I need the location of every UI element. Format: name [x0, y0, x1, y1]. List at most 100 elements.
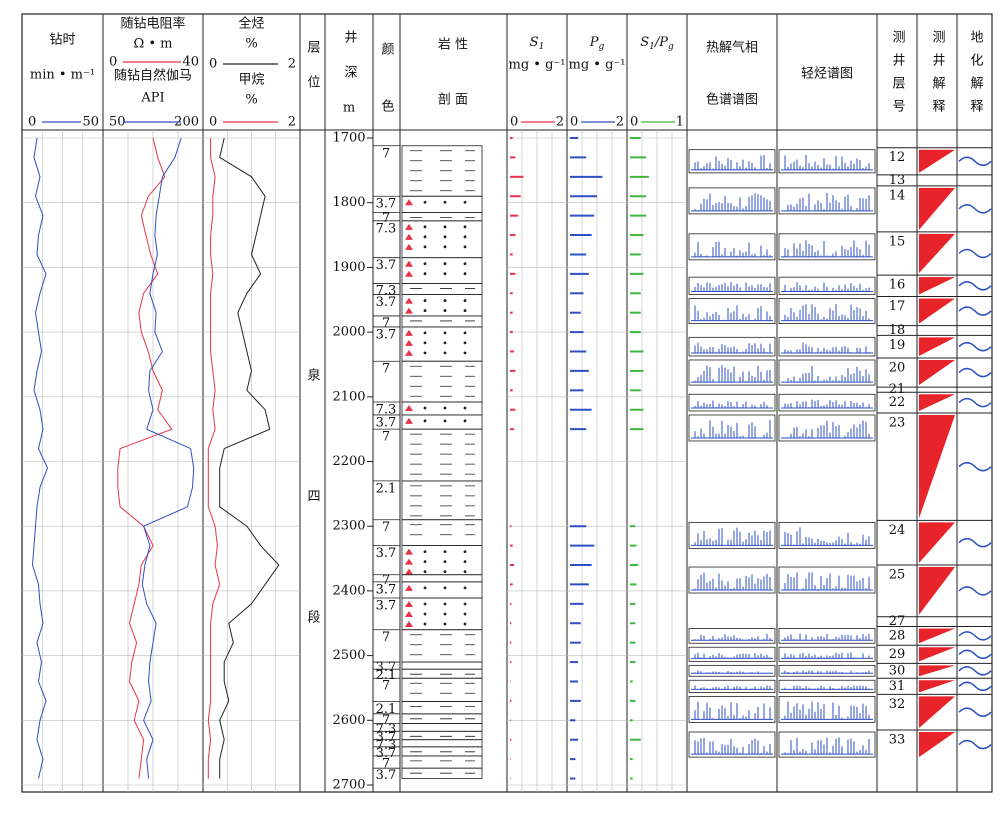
- lithology-block: [401, 574, 483, 583]
- layer-number: 12: [889, 150, 906, 165]
- track-symbol: S1/Pg: [640, 35, 674, 52]
- color-code: 3.7: [376, 295, 397, 310]
- geochem-symbol: [958, 681, 992, 692]
- scale-min: 0: [209, 115, 217, 130]
- header-label: 全烃: [238, 16, 264, 32]
- y-tick-label: 2300: [332, 519, 365, 534]
- interpretation-symbol: [919, 680, 955, 693]
- interpretation-symbol: [919, 233, 955, 274]
- spectrum-box: [688, 414, 776, 442]
- y-tick-label: 1800: [332, 195, 365, 210]
- spectrum-box: [688, 628, 776, 644]
- scale-max: 2: [616, 115, 624, 130]
- spectrum-box: [688, 187, 776, 215]
- spectrum-peaks: [691, 193, 773, 212]
- geochem-symbol: [958, 341, 992, 352]
- interpretation-symbol: [919, 394, 955, 411]
- interpretation-symbol: [919, 628, 955, 644]
- interpretation-symbol: [919, 187, 955, 230]
- spectrum-box: [778, 298, 876, 325]
- sand-symbol: [405, 601, 413, 608]
- spectrum-peaks: [781, 633, 873, 641]
- sand-dot: [423, 419, 427, 423]
- sand-symbol: [405, 307, 413, 314]
- spectrum-peaks: [781, 670, 873, 674]
- scale-min: 0: [28, 115, 36, 130]
- spectrum-peaks: [691, 342, 773, 354]
- layer-number: 31: [889, 679, 906, 694]
- lithology-block: [401, 315, 483, 328]
- subscript: g: [668, 42, 674, 52]
- spectrum-peaks: [781, 685, 873, 690]
- sand-dot: [443, 341, 447, 345]
- sand-symbol: [405, 233, 413, 240]
- sand-dot: [443, 560, 447, 564]
- spectrum-box: [688, 696, 776, 723]
- color-code: 7.3: [376, 738, 397, 753]
- sand-dot: [423, 262, 427, 266]
- header-label: 钻时: [49, 33, 75, 48]
- lithology-block: [401, 414, 483, 430]
- sand-symbol: [405, 621, 413, 628]
- spectrum-peaks: [691, 155, 773, 171]
- scale-min: 0: [510, 115, 518, 130]
- sand-symbol: [405, 223, 413, 230]
- sand-symbol: [405, 270, 413, 277]
- lithology-block: [401, 677, 483, 702]
- spectrum-peaks: [691, 527, 773, 546]
- spectrum-box: [688, 276, 776, 295]
- sand-dot: [443, 406, 447, 410]
- scale-min: 0: [209, 57, 217, 72]
- spectrum-box: [688, 731, 776, 758]
- sand-dot: [423, 406, 427, 410]
- sand-dot: [463, 200, 467, 204]
- sand-dot: [423, 331, 427, 335]
- lithology-block: [401, 212, 483, 222]
- sand-dot: [463, 309, 467, 312]
- sand-dot: [443, 200, 447, 204]
- lithology-block: [401, 581, 483, 599]
- sand-dot: [423, 550, 427, 554]
- spectrum-box: [778, 521, 876, 549]
- spectrum-box: [778, 664, 876, 677]
- sand-dot: [423, 245, 427, 249]
- geochem-symbol: [958, 306, 992, 316]
- geochem-symbol: [958, 631, 992, 641]
- lithology-block: [401, 755, 483, 769]
- color-code: 7.3: [376, 221, 397, 236]
- spectrum-box: [778, 696, 876, 723]
- sand-symbol: [405, 417, 413, 424]
- layer-number: 19: [889, 338, 906, 353]
- sand-symbol: [405, 568, 413, 575]
- lithology-block: [401, 739, 483, 748]
- sand-dot: [423, 351, 427, 355]
- scale-min: 0: [109, 55, 117, 70]
- header-label: m: [343, 101, 355, 116]
- spectrum-box: [778, 731, 876, 758]
- sand-dot: [423, 341, 427, 345]
- spectrum-box: [688, 646, 776, 662]
- lithology-block: [401, 701, 483, 715]
- sand-dot: [423, 272, 427, 276]
- layer-number: 16: [889, 278, 906, 293]
- geochem-symbol: [958, 461, 992, 472]
- log-curve: [141, 137, 195, 779]
- sand-dot: [463, 272, 467, 276]
- sand-symbol: [405, 558, 413, 565]
- lithology-block: [401, 668, 483, 679]
- sand-dot: [423, 560, 427, 564]
- spectrum-box: [778, 414, 876, 442]
- lithology-block: [401, 597, 483, 631]
- sand-dot: [463, 406, 467, 410]
- color-code: 7.3: [376, 722, 397, 737]
- layer-number: 28: [889, 628, 906, 643]
- scale-max: 1: [676, 115, 684, 130]
- y-tick-label: 2000: [332, 325, 365, 340]
- spectrum-box: [688, 521, 776, 549]
- sand-dot: [443, 622, 447, 626]
- spectrum-peaks: [781, 193, 873, 212]
- spectrum-box: [688, 359, 776, 386]
- sand-symbol: [405, 243, 413, 250]
- color-code: 7: [382, 430, 390, 445]
